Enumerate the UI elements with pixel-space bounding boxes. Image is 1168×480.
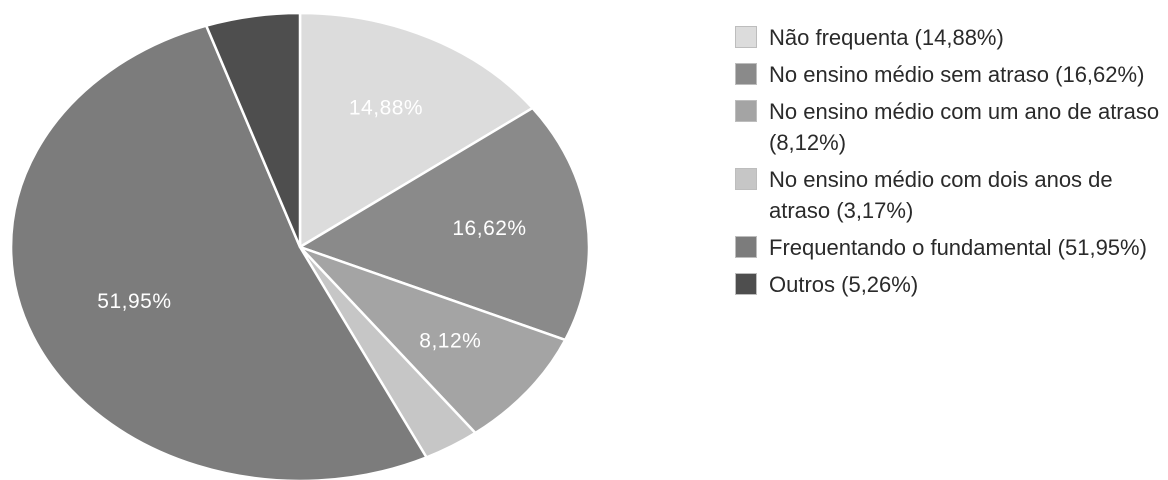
chart-legend: Não frequenta (14,88%) No ensino médio se…	[735, 22, 1165, 306]
legend-item-no-ensino-medio-com-um-ano-de-atraso: No ensino médio com um ano de atraso (8,…	[735, 96, 1165, 158]
pie-slices	[9, 11, 591, 480]
legend-swatch	[735, 273, 757, 295]
legend-item-no-ensino-medio-sem-atraso: No ensino médio sem atraso (16,62%)	[735, 59, 1165, 90]
legend-label: Não frequenta (14,88%)	[769, 25, 1004, 50]
legend-label: No ensino médio sem atraso (16,62%)	[769, 62, 1145, 87]
legend-label: No ensino médio com dois anos de atraso …	[769, 167, 1113, 223]
legend-swatch	[735, 100, 757, 122]
legend-label: Outros (5,26%)	[769, 272, 919, 297]
legend-label: No ensino médio com um ano de atraso (8,…	[769, 99, 1160, 155]
legend-item-outros: Outros (5,26%)	[735, 269, 1165, 300]
pie-slice-labels: 14,88% 16,62% 8,12% 51,95%	[97, 97, 526, 353]
pie-slice-no-ensino-medio-sem-atraso	[298, 106, 591, 342]
legend-label: Frequentando o fundamental (51,95%)	[769, 235, 1147, 260]
pie-slice-no-ensino-medio-com-um-ano-de-atraso	[298, 245, 567, 435]
legend-swatch	[735, 26, 757, 48]
legend-item-frequentando-o-fundamental: Frequentando o fundamental (51,95%)	[735, 232, 1165, 263]
legend-swatch	[735, 63, 757, 85]
pie-slice-frequentando-o-fundamental	[9, 24, 428, 480]
legend-swatch	[735, 236, 757, 258]
slice-label-no-ensino-medio-com-um-ano-de-atraso: 8,12%	[419, 330, 481, 353]
pie-slice-nao-frequenta	[298, 11, 534, 249]
legend-swatch	[735, 168, 757, 190]
slice-label-frequentando-o-fundamental: 51,95%	[97, 290, 171, 313]
pie-chart: 14,88% 16,62% 8,12% 51,95%	[9, 11, 591, 480]
pie-slice-outros	[204, 11, 302, 249]
slice-label-nao-frequenta: 14,88%	[349, 97, 423, 120]
legend-item-no-ensino-medio-com-dois-anos-de-atraso: No ensino médio com dois anos de atraso …	[735, 164, 1165, 226]
slice-label-no-ensino-medio-sem-atraso: 16,62%	[452, 217, 526, 240]
legend-item-nao-frequenta: Não frequenta (14,88%)	[735, 22, 1165, 53]
